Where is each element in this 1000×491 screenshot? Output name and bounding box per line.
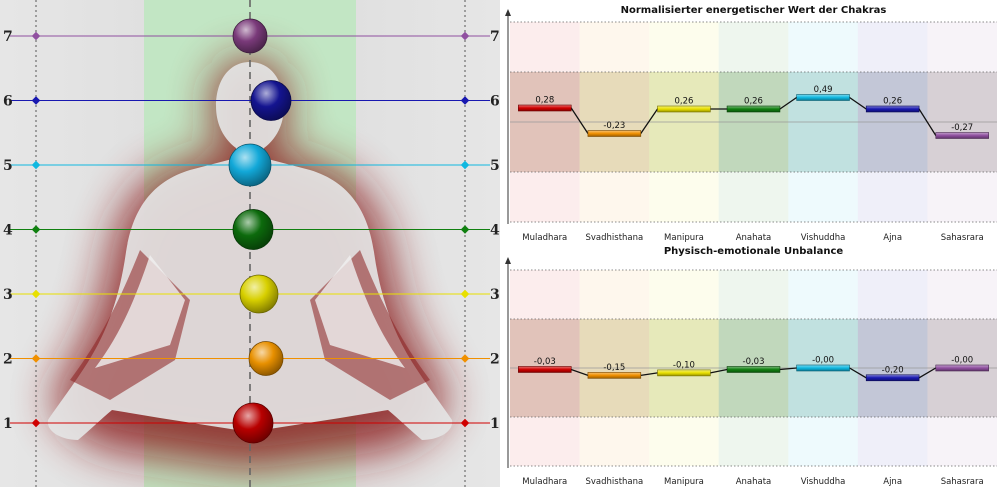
value-label: 0,26: [674, 97, 693, 107]
category-label: Vishuddha: [801, 477, 846, 487]
category-label: Anahata: [736, 233, 772, 243]
value-label: -0,00: [951, 356, 973, 366]
level-label-right: 5: [490, 158, 500, 174]
level-label-left: 5: [3, 158, 13, 174]
chakra-orb: [248, 341, 284, 376]
charts-svg: Normalisierter energetischer Wert der Ch…: [505, 5, 997, 487]
level-label-right: 3: [490, 287, 500, 303]
level-label-right: 6: [490, 94, 500, 110]
chakra-orb: [232, 18, 268, 54]
category-label: Svadhisthana: [585, 477, 643, 487]
chakra-orbs: [228, 18, 292, 444]
bar-vishuddha: [796, 364, 850, 372]
chakra-body-figure: 1 1 2 2 3 3 4 4 5 5 6 6 7 7: [0, 0, 500, 487]
level-marker: [460, 160, 470, 170]
category-label: Sahasrara: [941, 233, 984, 243]
level-marker: [31, 160, 41, 170]
level-marker: [460, 289, 470, 299]
bar-svadhisthana: [587, 130, 642, 137]
level-label-right: 4: [490, 223, 500, 239]
level-marker: [31, 225, 41, 234]
bar-manipura: [657, 369, 711, 377]
level-marker: [460, 31, 470, 41]
chakra-orb: [250, 80, 292, 121]
bar-vishuddha: [796, 94, 850, 101]
level-marker: [460, 354, 470, 363]
bar-anahata: [726, 366, 781, 373]
bar-ajna: [865, 374, 920, 382]
level-label-right: 7: [490, 29, 500, 45]
value-label: 0,28: [535, 96, 554, 106]
bar-muladhara: [518, 104, 572, 112]
chakra-orb: [232, 209, 274, 250]
bar-sahasrara: [935, 364, 989, 372]
y-axis-arrow: [505, 257, 511, 264]
level-marker: [31, 96, 41, 105]
value-label: 0,26: [744, 97, 763, 107]
category-label: Svadhisthana: [585, 233, 643, 243]
value-label: -0,20: [882, 365, 904, 375]
chakra-orb: [232, 402, 274, 444]
level-label-right: 2: [490, 352, 500, 368]
bar-ajna: [865, 105, 920, 113]
value-label: -0,10: [673, 360, 695, 370]
level-label-left: 4: [3, 223, 13, 239]
level-label-left: 3: [3, 287, 13, 303]
value-label: 0,26: [883, 97, 902, 107]
bar-sahasrara: [935, 132, 989, 139]
level-marker: [31, 418, 41, 428]
value-label: 0,49: [814, 85, 833, 95]
bar-muladhara: [518, 366, 572, 373]
category-label: Manipura: [664, 233, 704, 243]
level-label-right: 1: [490, 416, 500, 432]
value-label: -0,15: [603, 363, 625, 373]
level-label-left: 6: [3, 94, 13, 110]
category-label: Anahata: [736, 477, 772, 487]
level-marker: [460, 225, 470, 234]
category-label: Vishuddha: [801, 233, 846, 243]
level-label-left: 2: [3, 352, 13, 368]
imbalance-chart: -0,03 Muladhara -0,15 Svadhisthana -0,10 Mani…: [505, 257, 997, 487]
category-label: Ajna: [883, 233, 902, 243]
chakra-charts: Normalisierter energetischer Wert der Ch…: [500, 0, 1000, 487]
level-marker: [31, 289, 41, 299]
y-axis-arrow: [505, 9, 511, 16]
level-label-left: 1: [3, 416, 13, 432]
value-label: -0,27: [951, 123, 973, 133]
level-marker: [31, 31, 41, 41]
chart-title-energy: Normalisierter energetischer Wert der Ch…: [621, 5, 887, 16]
category-label: Muladhara: [522, 233, 567, 243]
level-marker: [31, 354, 41, 363]
bar-anahata: [726, 105, 781, 113]
category-label: Muladhara: [522, 477, 567, 487]
chakra-orb: [228, 143, 272, 187]
chart-title-imbalance: Physisch-emotionale Unbalance: [664, 246, 844, 257]
chakra-orb: [239, 274, 279, 314]
value-label: -0,03: [743, 357, 765, 367]
value-label: -0,00: [812, 356, 834, 366]
level-label-left: 7: [3, 29, 13, 45]
level-marker: [460, 418, 470, 428]
energy-chart: 0,28 Muladhara -0,23 Svadhisthana 0,26 Manipu…: [505, 9, 997, 243]
value-label: -0,03: [534, 357, 556, 367]
level-marker: [460, 96, 470, 105]
bar-svadhisthana: [587, 372, 642, 379]
category-label: Ajna: [883, 477, 902, 487]
value-label: -0,23: [603, 121, 625, 131]
category-label: Sahasrara: [941, 477, 984, 487]
chakra-body-svg: 1 1 2 2 3 3 4 4 5 5 6 6 7 7: [0, 0, 500, 487]
category-label: Manipura: [664, 477, 704, 487]
bar-manipura: [657, 105, 711, 113]
